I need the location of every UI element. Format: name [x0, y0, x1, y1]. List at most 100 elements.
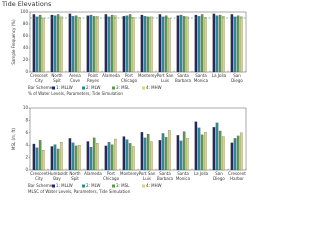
legend-label: 4: MHW	[146, 183, 162, 188]
bar	[110, 14, 114, 73]
bar	[110, 144, 114, 171]
bar	[230, 14, 234, 73]
bar	[128, 143, 132, 171]
bar	[240, 16, 243, 73]
bar	[35, 147, 39, 171]
bar	[96, 143, 99, 171]
bar	[218, 14, 222, 73]
bar	[92, 16, 96, 73]
x-tick-label: Monterey	[120, 171, 139, 176]
y-tick-label: 100	[20, 9, 28, 14]
x-tick-label: Santa Monica	[175, 171, 191, 181]
bar	[186, 138, 189, 171]
legend-swatch	[142, 184, 145, 188]
bar	[53, 144, 57, 171]
x-tick-label: Santa Barbara	[175, 73, 191, 83]
x-tick-label: La Jolla	[193, 171, 209, 176]
bar	[182, 16, 186, 73]
bar	[204, 17, 207, 73]
bar	[38, 14, 42, 73]
bar	[200, 14, 204, 73]
legend-swatch	[112, 86, 115, 90]
bar	[89, 14, 93, 73]
bar	[194, 14, 198, 73]
bar	[146, 133, 150, 171]
y-axis-label: MSL (m, ft)	[11, 128, 16, 150]
legend-title: Bar Scheme:	[28, 85, 54, 90]
y-tick-label: 0	[25, 167, 28, 172]
bar	[197, 127, 201, 171]
x-tick-label: Crescent City	[30, 73, 48, 83]
bar	[68, 138, 72, 171]
page: {"title": "Tide Elevations", "chart_data…	[2, 0, 247, 194]
bar	[215, 122, 219, 171]
bar	[114, 138, 117, 171]
x-tick-label: San Diego	[231, 73, 243, 83]
legend-label: 3: MSL	[116, 183, 130, 188]
legend-swatch	[142, 86, 145, 90]
y-tick-label: 60	[23, 33, 29, 38]
bar	[200, 134, 204, 171]
x-tick-label: Point Reyes	[87, 73, 99, 83]
bar	[176, 135, 180, 171]
y-tick-label: 10	[23, 105, 29, 110]
x-tick-label: Port San Luis	[138, 171, 156, 181]
bar	[197, 16, 201, 73]
x-tick-label: North Spit	[51, 73, 63, 83]
bar	[179, 140, 183, 171]
bar	[218, 130, 222, 171]
x-tick-label: Arena Cove	[69, 73, 81, 83]
bar	[158, 14, 162, 73]
legend-label: 1: MLLW	[56, 183, 73, 188]
x-tick-label: La Jolla	[211, 73, 227, 78]
y-tick-label: 20	[23, 57, 29, 62]
legend-label: 2: MLW	[86, 85, 100, 90]
x-tick-label: San Diego	[213, 171, 225, 181]
bar	[222, 16, 225, 73]
bar	[32, 14, 36, 73]
bar	[56, 148, 60, 171]
y-tick-label: 40	[23, 45, 29, 50]
y-tick-label: 4	[25, 142, 28, 147]
y-tick-label: 0	[25, 69, 28, 74]
bar	[168, 17, 171, 73]
bar	[96, 16, 99, 73]
bar	[204, 132, 207, 171]
bar	[74, 15, 78, 73]
bar	[132, 146, 135, 171]
bar	[140, 14, 144, 73]
bar	[179, 14, 183, 73]
bar	[233, 138, 237, 171]
bar	[176, 15, 180, 73]
chart-caption: MLSC of Water Levels, Parameters, Tide S…	[28, 189, 131, 194]
legend-swatch	[52, 86, 55, 90]
x-tick-label: Monterey	[138, 73, 157, 78]
x-tick-label: North Spit	[69, 171, 81, 181]
bar	[92, 137, 96, 171]
bar	[194, 121, 198, 171]
bar	[35, 16, 39, 73]
legend-title: Bar Scheme:	[28, 183, 54, 188]
bar	[74, 145, 78, 171]
bar	[150, 16, 153, 73]
bar	[222, 136, 225, 171]
bar	[78, 17, 81, 73]
bar	[230, 142, 234, 171]
bar	[164, 137, 168, 171]
x-tick-label: Port Chicago	[102, 171, 120, 181]
bar	[71, 16, 75, 73]
bar	[42, 150, 45, 171]
bar	[78, 145, 81, 171]
chart-caption: % of Water Levels, Parameters, Tide Simu…	[28, 91, 123, 96]
bar	[128, 14, 132, 73]
legend-swatch	[112, 184, 115, 188]
x-tick-label: Crescent City	[30, 171, 48, 181]
bar	[125, 15, 129, 73]
bar	[86, 141, 90, 171]
bar	[182, 131, 186, 171]
bar	[38, 140, 42, 171]
legend-swatch	[82, 184, 85, 188]
x-tick-label: Humboldt Bay	[48, 171, 68, 181]
bar	[71, 142, 75, 171]
